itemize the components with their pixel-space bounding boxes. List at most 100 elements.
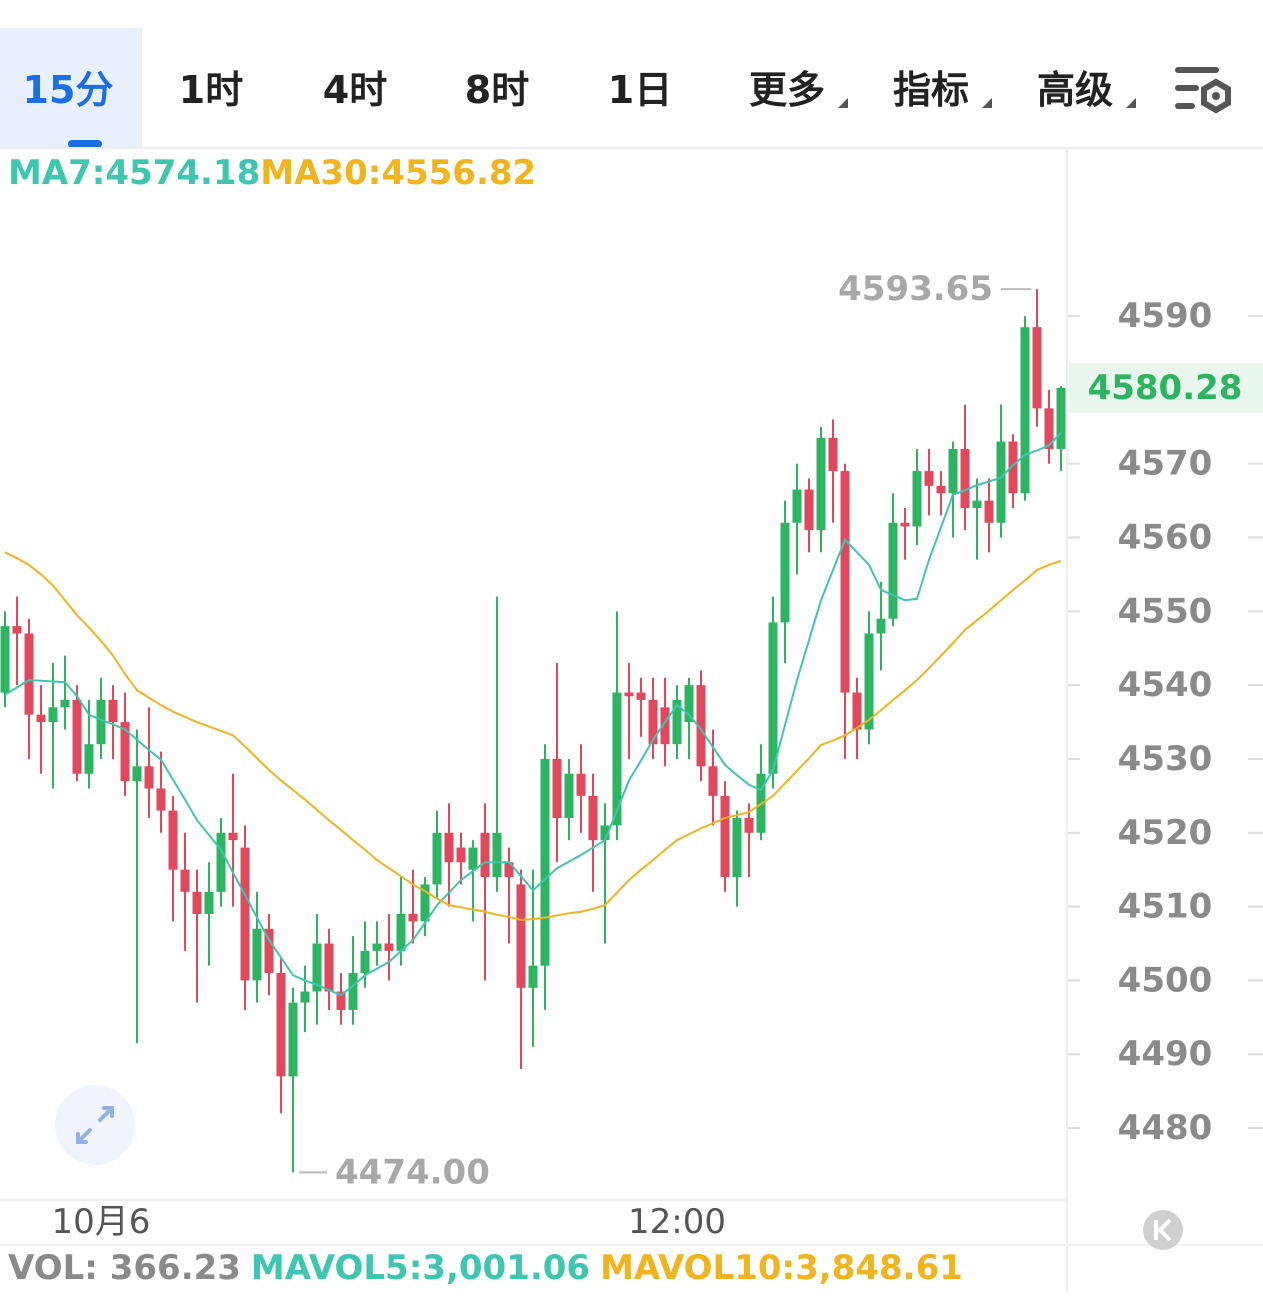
candle-body — [432, 832, 442, 885]
expand-button[interactable] — [55, 1085, 135, 1165]
candle-body — [312, 943, 322, 992]
candle-body — [1032, 327, 1042, 409]
candle-body — [564, 773, 574, 819]
candle-body — [648, 699, 658, 745]
candle-body — [684, 685, 694, 723]
tab[interactable]: 1日 — [608, 68, 672, 112]
candle-body — [936, 485, 946, 494]
candle-body — [264, 928, 274, 974]
low-label: 4474.00 — [335, 1152, 490, 1192]
candle-body — [504, 862, 514, 878]
y-tick-label: 4540 — [1118, 665, 1213, 705]
candle-body — [132, 766, 142, 782]
candle-body — [792, 489, 802, 523]
candle-body — [144, 766, 154, 789]
candle-body — [696, 685, 706, 767]
tab[interactable]: 8时 — [465, 68, 529, 112]
last-price-bg — [1069, 362, 1263, 413]
ma-line — [4, 551, 1062, 921]
candle-body — [732, 818, 742, 878]
y-tick-label: 4520 — [1118, 813, 1213, 853]
candle-body — [0, 626, 10, 693]
y-tick-label: 4530 — [1118, 739, 1213, 779]
vol-legend-item: MAVOL5:3,001.06 — [251, 1248, 590, 1288]
candle-body — [84, 744, 94, 774]
ma-line — [4, 432, 1062, 997]
candle-body — [900, 522, 910, 527]
candle-body — [804, 489, 814, 531]
candle-body — [192, 891, 202, 914]
candle-body — [1020, 327, 1030, 494]
candle-body — [108, 699, 118, 723]
candle-body — [72, 699, 82, 774]
scroll-latest-button[interactable] — [1143, 1210, 1183, 1250]
candle-body — [372, 943, 382, 951]
candle-body — [1008, 441, 1018, 494]
candle-body — [360, 950, 370, 974]
candle-body — [480, 832, 490, 878]
candle-body — [864, 633, 874, 730]
candle-body — [468, 847, 478, 870]
y-tick-label: 4570 — [1118, 444, 1213, 484]
y-tick-label: 4490 — [1118, 1034, 1213, 1074]
candle-body — [408, 913, 418, 922]
ma30-legend: MA30:4556.82 — [260, 153, 536, 193]
y-tick-label: 4480 — [1118, 1108, 1213, 1148]
candle-body — [300, 991, 310, 1003]
candle-body — [672, 699, 682, 745]
tab[interactable]: 高级 — [1037, 68, 1113, 112]
dropdown-arrows — [838, 98, 1136, 108]
candle-body — [48, 707, 58, 723]
candle-body — [336, 991, 346, 1010]
candle-body — [624, 692, 634, 697]
x-tick-label: 12:00 — [628, 1202, 726, 1242]
tab[interactable]: 更多 — [749, 68, 825, 112]
candle-body — [576, 773, 586, 796]
candle-body — [840, 471, 850, 693]
plot — [0, 289, 1066, 1173]
x-tick-label: 10月6 — [52, 1202, 151, 1242]
tab[interactable]: 指标 — [893, 68, 969, 112]
ma7-legend: MA7:4574.18 — [8, 153, 260, 193]
candle-body — [876, 618, 886, 634]
tab[interactable]: 1时 — [179, 68, 243, 112]
candle-body — [720, 795, 730, 878]
candle-body — [324, 943, 334, 992]
candle-body — [156, 788, 166, 811]
candle-body — [612, 692, 622, 826]
candle-body — [228, 832, 238, 841]
tab[interactable]: 15分 — [23, 68, 114, 112]
candle-body — [288, 1002, 298, 1077]
settings-icon[interactable] — [1175, 67, 1231, 114]
candle-body — [348, 973, 358, 1010]
candle-body — [888, 522, 898, 619]
candle-body — [768, 622, 778, 774]
vol-legend-item: VOL: 366.23 — [8, 1248, 241, 1288]
candle-body — [960, 448, 970, 508]
candle-body — [744, 818, 754, 833]
candle-body — [516, 884, 526, 988]
tab[interactable]: 4时 — [323, 68, 387, 112]
candle-body — [120, 722, 130, 782]
candle-body — [948, 448, 958, 494]
candle-body — [276, 973, 286, 1077]
candle-body — [384, 943, 394, 951]
candle-body — [456, 847, 466, 863]
candle-body — [24, 633, 34, 715]
y-tick-label: 4500 — [1118, 960, 1213, 1000]
candle-body — [972, 500, 982, 508]
candle-body — [924, 471, 934, 486]
candle-body — [660, 707, 670, 745]
candle-body — [420, 884, 430, 922]
candle-body — [240, 847, 250, 981]
y-tick-label: 4550 — [1118, 591, 1213, 631]
candle-body — [708, 766, 718, 796]
y-tick-label: 4510 — [1118, 887, 1213, 927]
candle-body — [36, 714, 46, 723]
candle-body — [912, 471, 922, 527]
candle-body — [1044, 408, 1054, 449]
candle-body — [168, 810, 178, 870]
candle-body — [636, 692, 646, 700]
